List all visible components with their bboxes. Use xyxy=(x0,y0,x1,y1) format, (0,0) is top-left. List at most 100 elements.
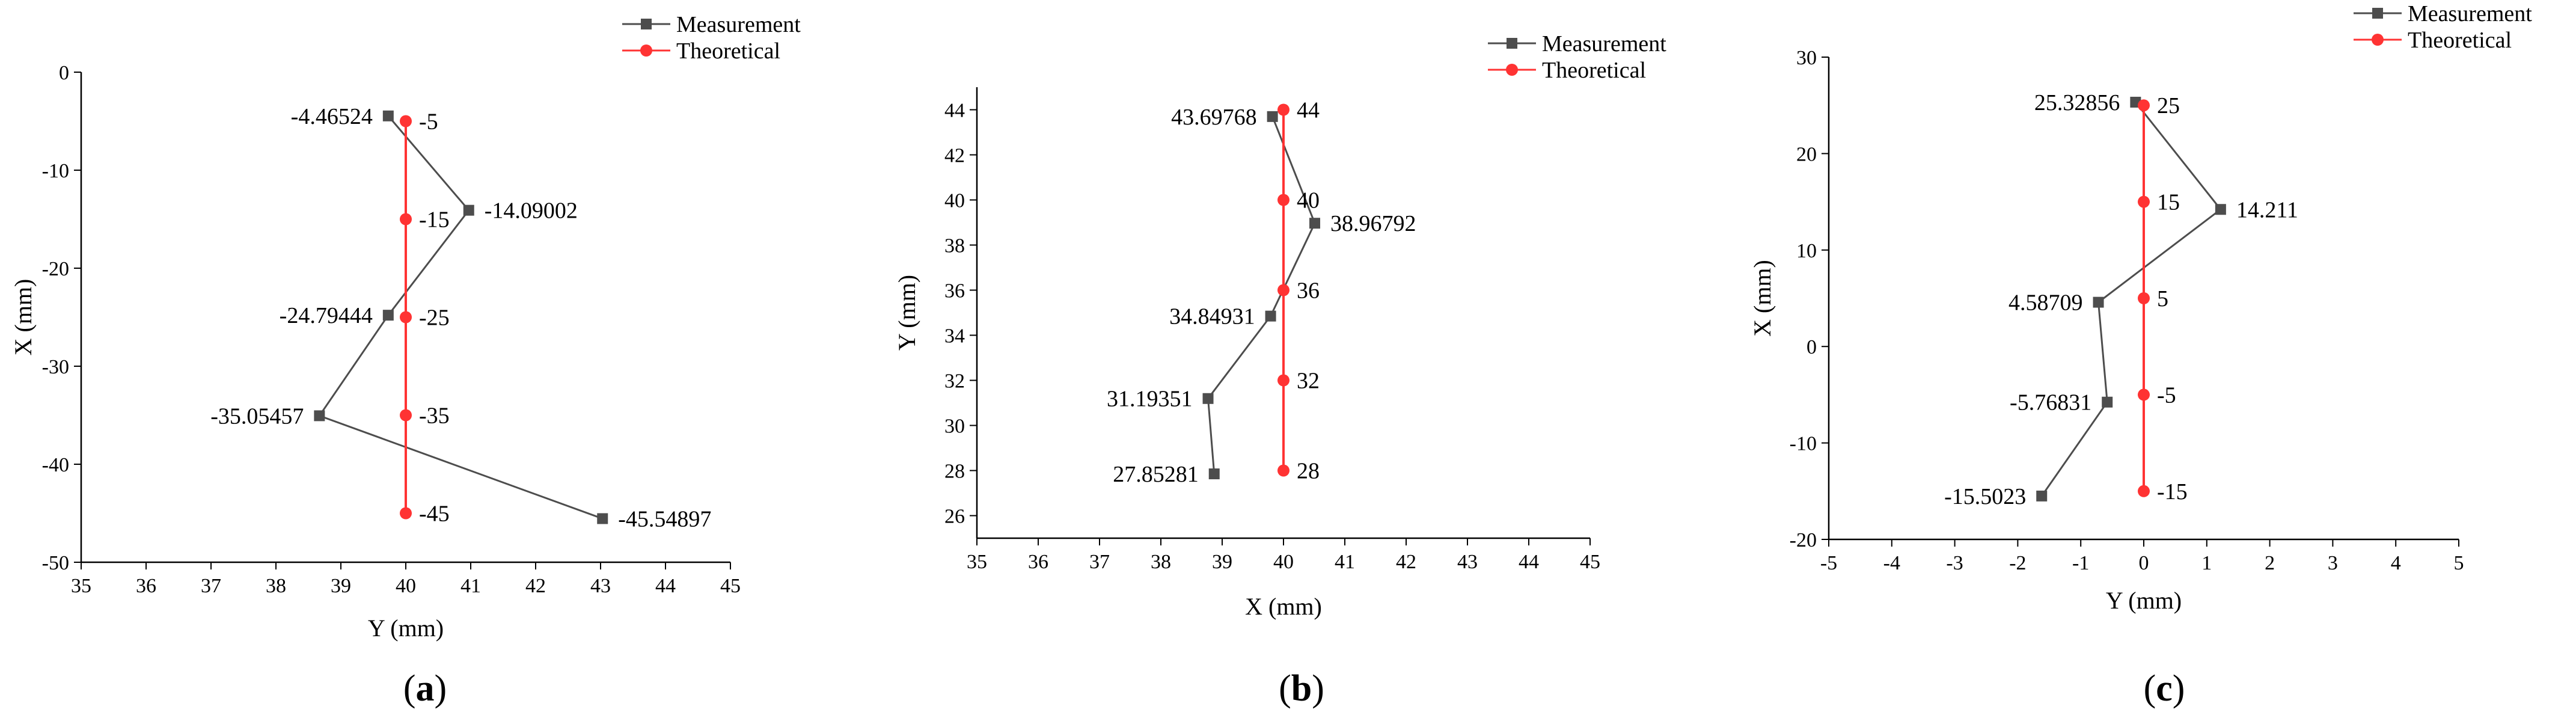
panel-label-close: ) xyxy=(2173,668,2185,709)
theoretical-point xyxy=(2138,292,2150,304)
y-axis-title: X (mm) xyxy=(10,279,37,356)
x-tick-label: 37 xyxy=(1089,551,1110,573)
data-label: 5 xyxy=(2157,286,2168,311)
theoretical-point xyxy=(400,311,412,324)
data-label: 38.96792 xyxy=(1330,211,1416,236)
y-tick-label: -20 xyxy=(42,258,69,280)
data-label: 25 xyxy=(2157,93,2180,118)
panel-label-letter: b xyxy=(1291,668,1312,709)
x-tick-label: 39 xyxy=(1212,551,1232,573)
x-tick-label: 36 xyxy=(136,575,156,597)
data-label: 34.84931 xyxy=(1169,304,1255,330)
panel-label: (b) xyxy=(1279,668,1324,709)
x-tick-label: 4 xyxy=(2391,552,2401,574)
theoretical-point xyxy=(400,213,412,226)
measurement-point xyxy=(314,410,325,422)
legend-square-marker xyxy=(2372,8,2383,19)
x-tick-label: 43 xyxy=(1457,551,1478,573)
x-tick-label: 1 xyxy=(2201,552,2212,574)
panel-label-close: ) xyxy=(1312,668,1324,709)
y-tick-label: 30 xyxy=(944,416,965,438)
legend-label: Theoretical xyxy=(1542,58,1646,83)
x-tick-label: 37 xyxy=(201,575,221,597)
y-tick-label: -50 xyxy=(42,552,69,574)
x-tick-label: 44 xyxy=(1519,551,1539,573)
x-tick-label: 35 xyxy=(71,575,91,597)
measurement-point xyxy=(382,110,394,121)
data-label: 32 xyxy=(1297,369,1320,394)
data-label: 15 xyxy=(2157,190,2180,215)
data-label: 44 xyxy=(1297,98,1320,123)
data-label: 14.211 xyxy=(2236,197,2298,222)
x-tick-label: 42 xyxy=(525,575,546,597)
y-tick-label: 42 xyxy=(944,145,965,167)
x-tick-label: -2 xyxy=(2009,552,2026,574)
y-tick-label: 0 xyxy=(59,62,69,84)
y-tick-label: 34 xyxy=(944,325,965,348)
measurement-point xyxy=(1309,218,1321,229)
y-tick-label: 40 xyxy=(944,190,965,212)
theoretical-point xyxy=(400,409,412,422)
y-tick-label: 38 xyxy=(944,235,965,257)
x-tick-label: -5 xyxy=(1820,552,1837,574)
data-label: 36 xyxy=(1297,278,1320,304)
x-tick-label: 40 xyxy=(396,575,416,597)
panel-label-open: ( xyxy=(2144,668,2156,709)
legend-circle-marker xyxy=(640,44,652,57)
chart-panel-a: 35 36 37 38 39 40 41 42 43 44 45 -50 -40 -30 -20 -10 0 Y … xyxy=(10,12,801,709)
y-tick-label: 36 xyxy=(944,280,965,302)
legend-label: Measurement xyxy=(1542,31,1666,57)
panel-label: (a) xyxy=(403,668,447,709)
legend-square-marker xyxy=(1507,38,1517,49)
legend-circle-marker xyxy=(1506,64,1518,76)
theoretical-point xyxy=(2138,99,2150,112)
x-tick-label: 38 xyxy=(266,575,286,597)
panel-label: (c) xyxy=(2144,668,2185,709)
y-tick-label: 20 xyxy=(1796,143,1817,165)
x-tick-label: 42 xyxy=(1396,551,1416,573)
panel-label-letter: a xyxy=(416,668,435,709)
legend-label: Theoretical xyxy=(676,38,780,64)
y-axis-title: X (mm) xyxy=(1749,260,1776,337)
x-tick-label: 45 xyxy=(720,575,741,597)
theoretical-point xyxy=(400,115,412,127)
y-tick-label: 0 xyxy=(1807,336,1817,358)
y-tick-label: 10 xyxy=(1796,240,1817,262)
theoretical-point xyxy=(400,507,412,520)
y-tick-label: -10 xyxy=(42,160,69,182)
legend-label: Measurement xyxy=(2408,1,2532,26)
legend-label: Theoretical xyxy=(2408,28,2512,53)
data-label: -35.05457 xyxy=(210,403,304,429)
data-label: 43.69768 xyxy=(1171,105,1257,130)
x-axis-title: Y (mm) xyxy=(2106,587,2182,614)
data-label: 40 xyxy=(1297,188,1320,213)
y-axis-title: Y (mm) xyxy=(893,275,920,351)
data-label: -24.79444 xyxy=(280,303,373,328)
x-tick-label: 38 xyxy=(1151,551,1171,573)
y-tick-label: 44 xyxy=(944,100,965,122)
theoretical-point xyxy=(1277,464,1290,477)
data-label: -15 xyxy=(419,207,450,233)
legend-label: Measurement xyxy=(676,12,801,37)
data-label: -14.09002 xyxy=(485,198,578,224)
y-tick-label: -40 xyxy=(42,454,69,476)
x-tick-label: 39 xyxy=(331,575,351,597)
data-label: -5.76831 xyxy=(2010,390,2091,416)
x-tick-label: 43 xyxy=(590,575,611,597)
panel-label-close: ) xyxy=(435,668,447,709)
panel-label-open: ( xyxy=(403,668,416,709)
y-tick-label: -30 xyxy=(42,356,69,378)
measurement-point xyxy=(1267,111,1278,122)
data-label: 31.19351 xyxy=(1107,387,1193,412)
data-label: -5 xyxy=(2157,382,2176,408)
x-tick-label: -3 xyxy=(1946,552,1963,574)
measurement-point xyxy=(1265,310,1276,322)
data-label: 4.58709 xyxy=(2008,290,2083,316)
chart-panel-b: 35 36 37 38 39 40 41 42 43 44 45 26 28 30 32 34 36 38 40 42… xyxy=(893,31,1666,709)
x-tick-label: 40 xyxy=(1273,551,1294,573)
